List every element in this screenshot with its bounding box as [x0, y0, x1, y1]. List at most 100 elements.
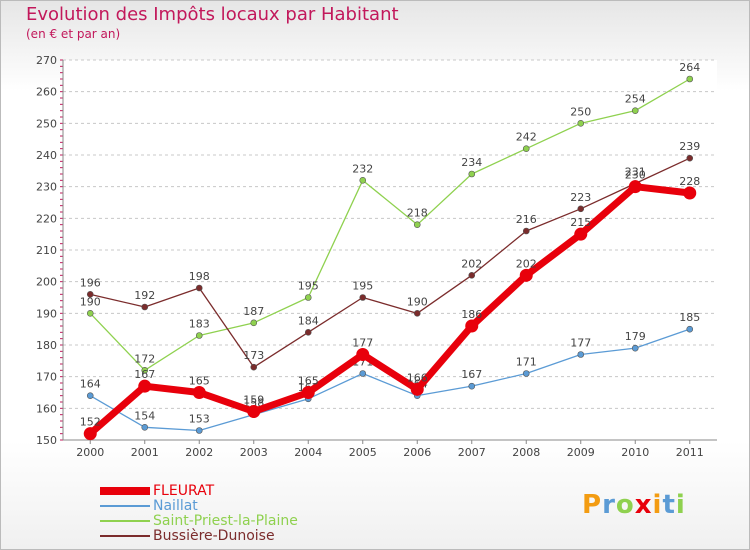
proxiti-logo: Proxiti — [582, 490, 686, 520]
data-label: 196 — [80, 276, 101, 289]
x-tick-label: 2001 — [131, 446, 159, 459]
logo-letter: r — [602, 490, 616, 520]
data-label: 184 — [298, 314, 319, 327]
data-point — [465, 319, 479, 333]
logo-letter: i — [652, 490, 663, 520]
legend-swatch — [100, 505, 150, 507]
legend: FLEURAT Naillat Saint-Priest-la-Plaine Buss… — [100, 483, 400, 544]
data-point — [413, 221, 421, 228]
data-label: 177 — [570, 337, 591, 350]
data-point — [141, 367, 149, 374]
data-label: 171 — [516, 356, 537, 369]
data-point — [86, 310, 94, 317]
data-label: 228 — [679, 175, 700, 188]
x-tick-label: 2010 — [621, 446, 649, 459]
legend-item: Naillat — [100, 498, 400, 514]
data-label: 183 — [189, 318, 210, 331]
y-tick-label: 220 — [36, 212, 57, 225]
data-point — [359, 177, 367, 184]
series-line — [86, 183, 694, 438]
x-tick-label: 2004 — [294, 446, 322, 459]
data-label: 195 — [298, 280, 319, 293]
series-naillat: 164154153158163171164167171177179185 — [80, 311, 700, 434]
data-label: 187 — [243, 305, 264, 318]
data-label: 159 — [243, 394, 264, 407]
data-label: 195 — [352, 280, 373, 293]
data-point — [628, 180, 642, 194]
data-point — [359, 294, 367, 301]
y-tick-label: 200 — [36, 276, 57, 289]
data-point — [192, 386, 206, 399]
data-label: 186 — [461, 308, 482, 321]
legend-item: Saint-Priest-la-Plaine — [100, 513, 400, 529]
data-label: 167 — [134, 368, 155, 381]
data-label: 234 — [461, 156, 482, 169]
data-label: 264 — [679, 61, 700, 74]
x-tick-label: 2002 — [185, 446, 213, 459]
logo-letter: t — [662, 490, 676, 520]
line-chart: 150 160 170 180 190 200 210 220 230 240 250 260 270 2… — [36, 54, 717, 459]
data-point — [413, 310, 421, 317]
data-label: 250 — [570, 105, 591, 118]
logo-letter: i — [675, 490, 686, 520]
x-tick-label: 2008 — [512, 446, 540, 459]
legend-item: FLEURAT — [100, 483, 400, 499]
y-tick-label: 230 — [36, 181, 57, 194]
data-label: 165 — [189, 375, 210, 388]
x-tick-label: 2005 — [349, 446, 377, 459]
x-tick-label: 2003 — [240, 446, 268, 459]
data-point — [195, 427, 203, 434]
x-tick-label: 2009 — [567, 446, 595, 459]
data-point — [519, 268, 533, 282]
data-point — [683, 186, 697, 200]
y-tick-label: 270 — [36, 54, 57, 67]
data-point — [686, 325, 694, 333]
y-tick-label: 260 — [36, 86, 57, 99]
data-label: 179 — [625, 330, 646, 343]
legend-label: Saint-Priest-la-Plaine — [153, 513, 298, 529]
data-point — [141, 424, 149, 431]
chart-title: Evolution des Impôts locaux par Habitant — [26, 4, 399, 25]
data-point — [138, 379, 152, 393]
data-label: 166 — [407, 371, 428, 384]
series-bussi-re-dunoise: 196 192 198 173 184 195 190 202 216 223 231 239 — [80, 140, 700, 371]
y-tick-label: 240 — [36, 149, 57, 162]
chart-subtitle: (en € et par an) — [26, 27, 121, 41]
y-tick-label: 150 — [36, 434, 57, 447]
series-line — [89, 157, 691, 368]
data-point — [86, 291, 94, 298]
data-label: 192 — [134, 289, 155, 302]
data-point — [577, 351, 585, 358]
data-point — [86, 392, 94, 399]
data-point — [247, 405, 261, 418]
data-label: 185 — [679, 311, 700, 324]
x-tick-label: 2006 — [403, 446, 431, 459]
data-label: 218 — [407, 207, 428, 220]
legend-label: Bussière-Dunoise — [153, 528, 275, 544]
data-label: 202 — [461, 257, 482, 270]
data-point — [301, 386, 315, 399]
legend-item: Bussière-Dunoise — [100, 528, 400, 544]
data-label: 172 — [134, 352, 155, 365]
data-point — [250, 319, 258, 327]
legend-swatch — [100, 487, 150, 495]
data-point — [141, 303, 149, 311]
y-tick-label: 170 — [36, 371, 57, 384]
x-tick-label: 2011 — [676, 446, 704, 459]
y-tick-label: 250 — [36, 117, 57, 130]
data-label: 254 — [625, 93, 646, 106]
legend-label: FLEURAT — [153, 483, 215, 499]
data-point — [577, 205, 585, 213]
data-label: 152 — [80, 416, 101, 429]
data-label: 190 — [407, 295, 428, 308]
legend-swatch — [100, 535, 150, 537]
data-point — [686, 75, 694, 83]
data-point — [468, 382, 476, 390]
series-fleurat: 152 167 165 159 165 177 166 186 202 215 230 228 — [80, 169, 700, 441]
data-label: 190 — [80, 295, 101, 308]
data-label: 242 — [516, 131, 537, 144]
data-label: 216 — [516, 213, 537, 226]
data-point — [468, 272, 476, 279]
data-label: 223 — [570, 191, 591, 204]
series-line — [89, 78, 691, 371]
